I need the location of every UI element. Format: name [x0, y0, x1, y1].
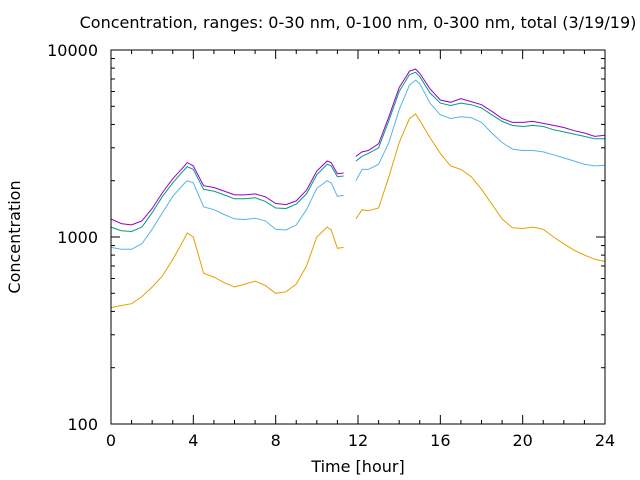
series-line-4 — [110, 68, 606, 226]
x-tick-label: 0 — [106, 431, 116, 450]
y-tick-label: 10000 — [47, 41, 98, 60]
chart-title: Concentration, ranges: 0-30 nm, 0-100 nm… — [80, 13, 637, 32]
series-line-2 — [110, 79, 606, 250]
x-tick-label: 20 — [512, 431, 532, 450]
series-line-1 — [110, 113, 606, 308]
series-layer — [110, 68, 606, 308]
x-tick-label: 24 — [595, 431, 615, 450]
x-axis-label: Time [hour] — [310, 457, 404, 476]
x-tick-label: 16 — [430, 431, 450, 450]
x-tick-label: 4 — [188, 431, 198, 450]
x-tick-label: 12 — [348, 431, 368, 450]
x-tick-label: 8 — [271, 431, 281, 450]
series-line-3 — [110, 71, 605, 233]
tick-layer: 0 4 8 12 16 20 24 100 1000 10000 — [47, 41, 615, 450]
y-tick-label: 1000 — [57, 228, 98, 247]
y-tick-label: 100 — [67, 415, 98, 434]
y-axis-label: Concentration — [5, 180, 24, 293]
